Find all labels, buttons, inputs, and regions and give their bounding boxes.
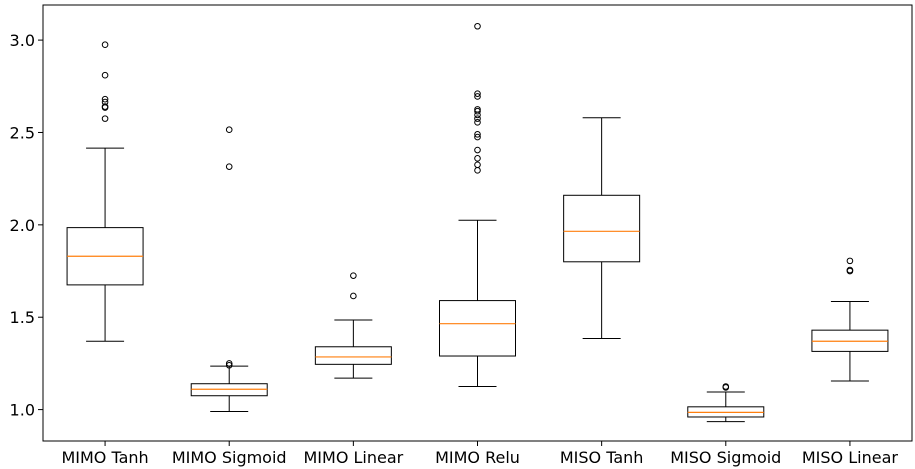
outlier-point <box>225 361 233 369</box>
plot-area: 1.0 1.5 2.0 2.5 3.0 MIMO Tanh MIMO Sigmoid MIMO… <box>10 4 913 467</box>
outlier-point <box>474 161 481 169</box>
outlier-point <box>474 119 481 126</box>
outlier-point <box>225 360 233 367</box>
box-mimo-sigmoid <box>190 126 268 412</box>
outlier-point <box>350 272 357 279</box>
outlier-point <box>474 22 481 30</box>
outlier-point <box>846 266 854 274</box>
outlier-point <box>101 115 109 122</box>
y-tick-label: 1.5 <box>10 308 35 327</box>
outlier-point <box>474 155 481 162</box>
iqr-box <box>439 300 516 357</box>
x-tick-label: MIMO Sigmoid <box>172 448 287 467</box>
box-mimo-relu <box>439 22 516 387</box>
outlier-point <box>101 71 109 79</box>
outlier-point <box>474 90 481 97</box>
outlier-point <box>474 167 481 174</box>
outlier-point <box>101 95 109 103</box>
box-mimo-tanh <box>66 41 144 342</box>
x-tick-label: MISO Tanh <box>560 448 644 467</box>
y-tick-label: 3.0 <box>10 31 35 50</box>
outlier-point <box>225 163 233 170</box>
y-tick-label: 1.0 <box>10 401 35 420</box>
outlier-point <box>474 93 481 100</box>
outlier-point <box>474 146 481 154</box>
box-miso-linear <box>811 257 889 382</box>
outlier-point <box>225 126 233 134</box>
outlier-point <box>474 106 481 113</box>
y-tick-label: 2.5 <box>10 123 35 142</box>
iqr-box <box>563 194 641 263</box>
iqr-box <box>314 346 392 365</box>
outlier-point <box>350 292 357 300</box>
outlier-point <box>474 107 481 115</box>
outlier-point <box>722 383 730 390</box>
x-tick-label: MIMO Tanh <box>61 448 148 467</box>
box-miso-tanh <box>563 117 641 339</box>
outlier-point <box>101 98 109 106</box>
outlier-point <box>474 115 481 122</box>
outlier-point <box>101 103 109 110</box>
box-miso-sigmoid <box>687 383 765 423</box>
x-tick-label: MISO Sigmoid <box>670 448 781 467</box>
box-mimo-linear <box>314 272 392 379</box>
outlier-point <box>101 41 109 49</box>
x-tick-label: MIMO Linear <box>303 448 403 467</box>
outlier-point <box>474 133 481 141</box>
outlier-point <box>846 257 854 265</box>
outlier-point <box>474 131 481 138</box>
x-tick-label: MISO Linear <box>802 448 899 467</box>
y-tick-label: 2.0 <box>10 216 35 235</box>
x-tick-label: MIMO Relu <box>435 448 520 467</box>
